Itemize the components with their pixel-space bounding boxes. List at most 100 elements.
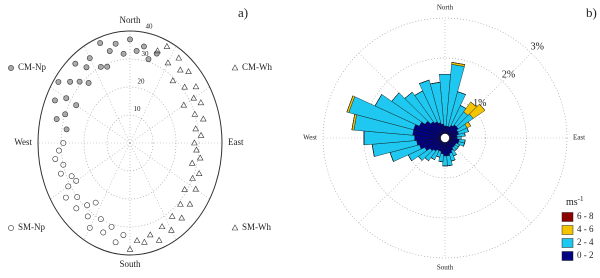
point: [62, 111, 69, 118]
point: [83, 64, 90, 71]
point: [180, 101, 188, 108]
rose-segment: [438, 160, 443, 163]
point: [181, 83, 188, 90]
direction-label: North: [120, 15, 141, 25]
point: [63, 194, 69, 201]
legend-title-text: ms: [566, 197, 578, 208]
legend-marker: [231, 64, 239, 71]
point: [76, 78, 83, 85]
point: [186, 200, 194, 207]
point: [168, 212, 176, 219]
point: [73, 102, 80, 109]
point: [195, 170, 203, 176]
legend-swatch: [561, 212, 574, 222]
rose-segment: [404, 91, 413, 99]
legend-label: SM-Wh: [242, 222, 271, 232]
point: [73, 205, 80, 212]
rose-segment: [463, 143, 465, 147]
point: [85, 80, 92, 86]
r-tick-label: 3%: [531, 41, 544, 52]
point: [63, 126, 70, 133]
point: [189, 174, 196, 181]
calm-circle: [440, 133, 450, 143]
point: [158, 223, 166, 230]
grid-ring: [83, 86, 177, 200]
rose-segment: [419, 79, 430, 84]
point: [197, 99, 205, 106]
point: [163, 42, 171, 49]
rose-segment: [451, 62, 466, 65]
spoke: [50, 142, 131, 200]
point: [97, 63, 104, 70]
point: [181, 185, 188, 192]
point: [188, 159, 196, 166]
point: [73, 177, 80, 184]
point: [120, 50, 127, 57]
point: [177, 200, 184, 207]
legend-marker: [8, 225, 14, 231]
point: [192, 83, 200, 90]
point: [67, 78, 73, 85]
legend-swatch: [561, 238, 574, 248]
point: [55, 79, 62, 85]
direction-label: South: [437, 264, 454, 272]
point: [185, 68, 192, 75]
point: [100, 229, 107, 236]
point: [164, 59, 172, 66]
point: [84, 202, 91, 209]
point: [106, 48, 113, 54]
grid-ring: [322, 17, 568, 259]
spoke: [358, 137, 446, 224]
direction-label: East: [573, 134, 585, 142]
legend-label: 6 - 8: [577, 211, 594, 221]
point: [86, 55, 93, 62]
point: [60, 140, 67, 146]
point: [176, 66, 184, 73]
point: [72, 60, 79, 67]
point: [120, 232, 127, 238]
r-tick-label: 10: [133, 105, 141, 113]
grid-ring: [60, 58, 200, 228]
point: [56, 147, 62, 154]
spoke: [129, 142, 210, 200]
rose-segment: [466, 127, 469, 132]
legend-label: 2 - 4: [577, 237, 594, 247]
point: [60, 161, 67, 168]
legend-marker: [8, 65, 14, 71]
direction-label: West: [303, 134, 317, 142]
grid-ring: [37, 30, 223, 256]
point: [168, 226, 175, 233]
point: [112, 239, 119, 246]
point: [141, 43, 147, 50]
point: [154, 47, 161, 54]
panel-label: b): [586, 5, 597, 20]
point: [57, 170, 64, 177]
r-tick-label: 1%: [473, 98, 486, 109]
panel-label: a): [238, 5, 248, 20]
spoke: [444, 52, 532, 139]
r-tick-label: 40: [145, 22, 153, 30]
r-tick-label: 2%: [502, 70, 515, 81]
point: [155, 236, 163, 243]
legend-label: SM-Np: [18, 222, 46, 232]
direction-label: East: [228, 137, 244, 147]
point: [126, 245, 134, 252]
legend-swatch: [561, 225, 574, 235]
point: [193, 146, 200, 153]
point: [127, 36, 133, 43]
legend-swatch: [561, 251, 574, 261]
point: [197, 131, 205, 138]
point: [108, 223, 115, 230]
point: [63, 95, 70, 102]
point: [65, 183, 72, 190]
direction-label: South: [119, 259, 141, 269]
point: [53, 116, 60, 122]
legend-title: ms-1: [566, 195, 584, 209]
point: [178, 214, 186, 221]
point: [112, 40, 119, 47]
point: [192, 185, 200, 192]
point: [190, 94, 198, 101]
point: [52, 156, 59, 162]
point: [146, 231, 154, 238]
